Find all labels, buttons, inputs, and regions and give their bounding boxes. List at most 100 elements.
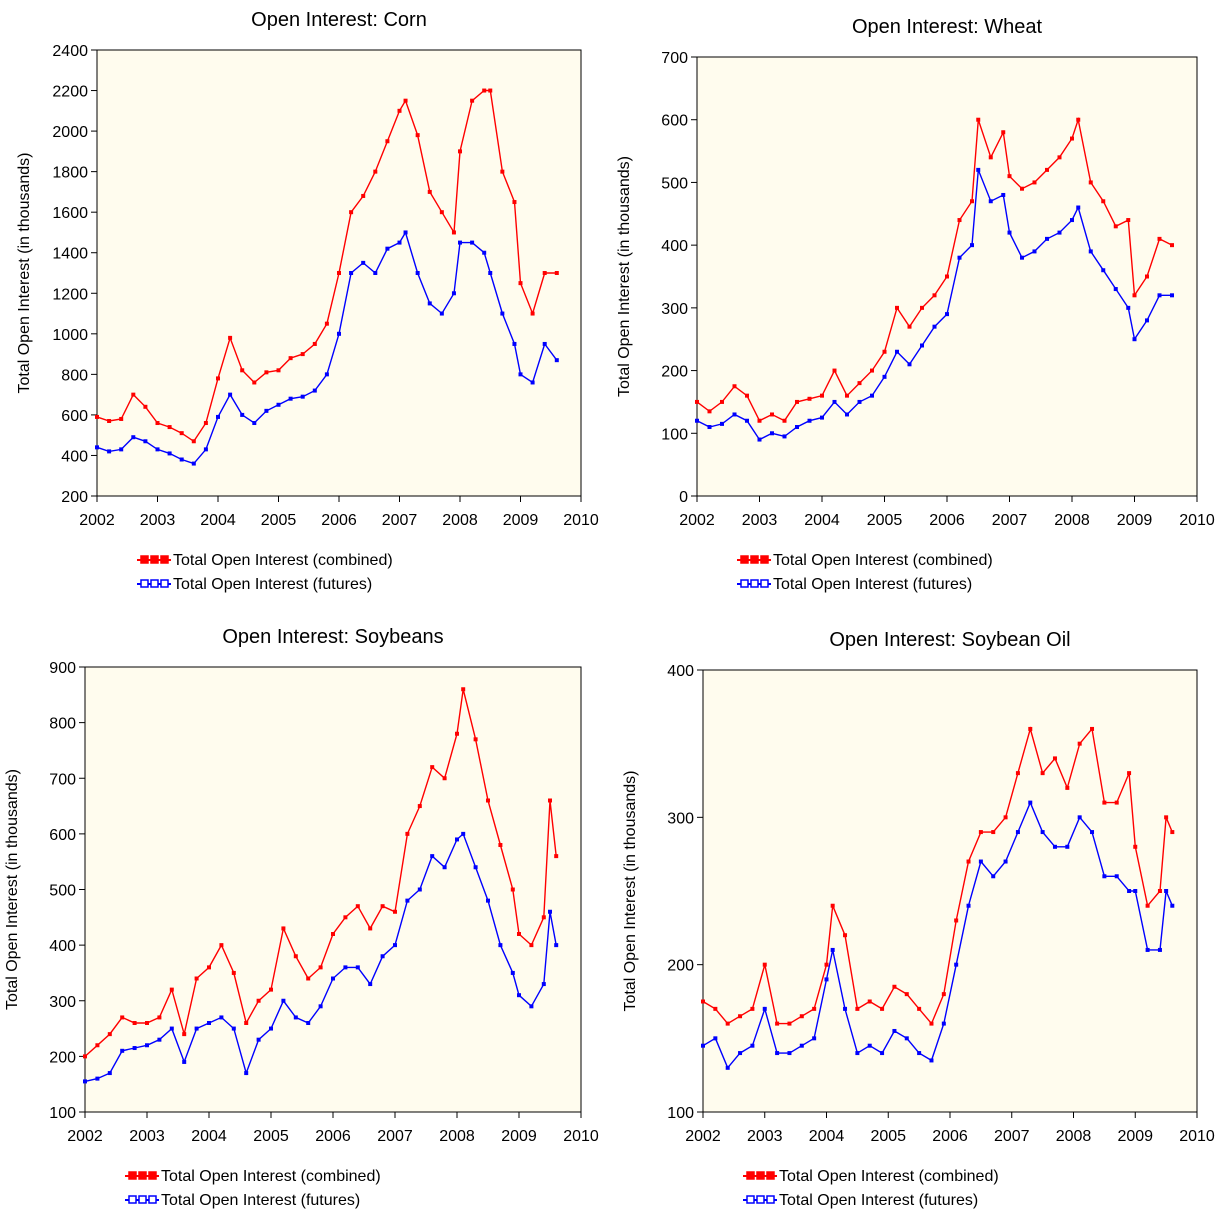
data-point	[194, 976, 199, 981]
data-point	[83, 1054, 87, 1059]
x-tick-label: 2003	[747, 1128, 783, 1145]
data-point	[1145, 274, 1149, 279]
data-point	[473, 865, 478, 870]
legend-marker	[160, 555, 169, 564]
data-point	[812, 1036, 817, 1041]
data-point	[1132, 337, 1137, 342]
data-point	[182, 1032, 187, 1037]
chart-panel-0: Open Interest: Corn Total Open Interest (…	[16, 9, 599, 593]
data-point	[1088, 249, 1093, 254]
data-point	[1145, 947, 1150, 952]
data-point	[120, 1048, 125, 1053]
data-point	[430, 765, 435, 770]
data-point	[312, 388, 317, 393]
data-point	[701, 1043, 705, 1048]
legend-marker	[138, 1171, 147, 1180]
data-point	[219, 1015, 224, 1020]
data-point	[782, 418, 787, 423]
data-point	[405, 898, 410, 903]
data-point	[451, 291, 456, 296]
y-tick-label: 500	[49, 883, 76, 900]
data-point	[832, 399, 837, 404]
data-point	[1170, 903, 1175, 908]
series-combined	[95, 88, 559, 444]
data-point	[787, 1021, 792, 1026]
data-point	[1032, 180, 1037, 185]
data-point	[832, 368, 837, 373]
y-tick-label: 100	[49, 1105, 76, 1122]
data-point	[970, 243, 974, 248]
data-point	[738, 1051, 743, 1056]
data-point	[1164, 889, 1169, 893]
data-point	[269, 987, 273, 992]
data-point	[820, 415, 824, 420]
data-point	[368, 926, 373, 931]
data-point	[1052, 756, 1057, 761]
data-point	[203, 421, 208, 426]
data-point	[720, 421, 724, 426]
data-point	[725, 1065, 730, 1070]
data-point	[892, 1028, 897, 1033]
data-point	[1164, 815, 1169, 820]
data-point	[867, 1043, 872, 1048]
data-point	[1170, 830, 1175, 835]
data-point	[219, 943, 224, 948]
data-point	[954, 918, 959, 923]
data-point	[312, 341, 317, 346]
data-point	[1090, 726, 1095, 731]
data-point	[855, 1006, 860, 1011]
x-tick-label: 2007	[992, 512, 1028, 529]
data-point	[701, 999, 705, 1004]
plot-area	[702, 669, 1198, 1113]
data-point	[725, 1021, 730, 1026]
data-point	[1045, 236, 1049, 241]
data-point	[439, 311, 444, 316]
data-point	[843, 933, 848, 938]
data-point	[240, 368, 245, 373]
data-point	[695, 399, 699, 404]
data-point	[713, 1036, 718, 1041]
plot-area	[84, 666, 582, 1113]
data-point	[1132, 293, 1137, 298]
data-point	[427, 301, 432, 306]
legend-marker	[760, 555, 769, 564]
data-point	[1157, 947, 1162, 952]
data-point	[439, 210, 444, 215]
y-tick-label: 400	[661, 238, 688, 255]
data-point	[824, 977, 829, 982]
data-point	[397, 240, 402, 245]
data-point	[1020, 186, 1024, 191]
data-point	[306, 1021, 311, 1025]
legend-marker	[150, 579, 159, 588]
data-point	[1170, 293, 1174, 298]
legend-entry: Total Open Interest (futures)	[125, 1192, 360, 1209]
y-tick-label: 0	[679, 489, 688, 506]
data-point	[145, 1043, 149, 1048]
data-point	[920, 305, 924, 310]
chart-title: Open Interest: Soybean Oil	[829, 629, 1070, 651]
data-point	[349, 271, 354, 275]
data-point	[945, 312, 949, 317]
data-point	[240, 412, 245, 417]
data-point	[1126, 305, 1131, 310]
data-point	[807, 418, 812, 423]
data-point	[1040, 830, 1045, 835]
chart-title: Open Interest: Corn	[251, 9, 427, 31]
data-point	[430, 854, 435, 859]
legend-label: Total Open Interest (combined)	[173, 552, 393, 569]
y-tick-label: 1600	[52, 205, 88, 222]
data-point	[500, 311, 505, 316]
data-point	[331, 976, 335, 981]
data-point	[264, 370, 269, 375]
data-point	[957, 255, 962, 260]
data-point	[157, 1015, 162, 1020]
data-point	[845, 393, 849, 398]
x-tick-label: 2008	[1054, 512, 1090, 529]
data-point	[799, 1043, 804, 1048]
data-point	[244, 1021, 249, 1025]
data-point	[252, 421, 257, 426]
data-point	[775, 1051, 780, 1056]
chart-panel-1: Open Interest: Wheat Total Open Interest …	[616, 16, 1215, 593]
legend-entry: Total Open Interest (futures)	[137, 576, 372, 593]
y-tick-label: 800	[49, 716, 76, 733]
